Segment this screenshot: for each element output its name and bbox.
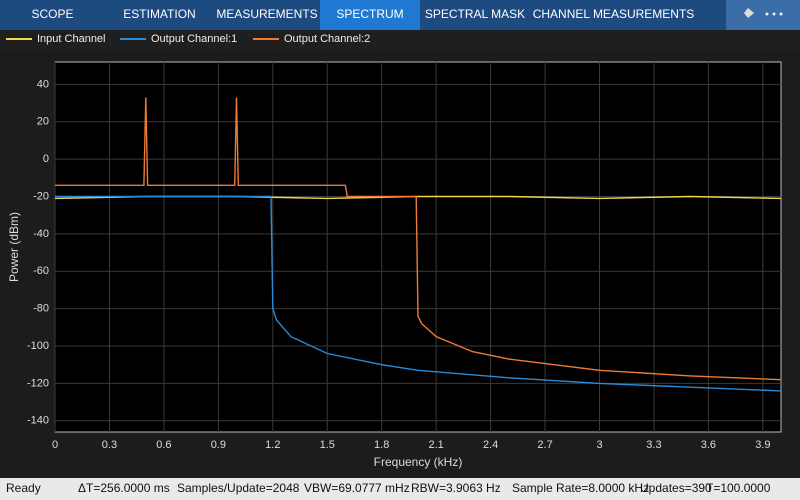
x-tick-label: 0.3 — [102, 439, 117, 451]
x-tick-label: 3 — [596, 439, 602, 451]
status-text: ΔT=256.0000 ms — [78, 481, 170, 495]
tab[interactable]: SPECTRAL MASK — [425, 7, 525, 21]
x-tick-label: 2.4 — [483, 439, 498, 451]
x-tick-label: 3.9 — [755, 439, 770, 451]
status-text: RBW=3.9063 Hz — [411, 481, 501, 495]
y-tick-label: -60 — [33, 265, 49, 277]
y-tick-label: 0 — [43, 153, 49, 165]
menu-dot[interactable] — [772, 12, 776, 16]
pin-icon[interactable] — [744, 8, 754, 18]
tab[interactable]: SPECTRUM — [336, 7, 403, 21]
tab[interactable]: MEASUREMENTS — [216, 7, 317, 21]
status-bar — [0, 478, 800, 500]
y-tick-label: -40 — [33, 228, 49, 240]
series-line — [55, 195, 782, 392]
y-tick-label: -80 — [33, 303, 49, 315]
series-line — [55, 97, 782, 381]
y-axis-label: Power (dBm) — [7, 212, 21, 282]
y-tick-label: -140 — [27, 415, 49, 427]
active-tab — [320, 0, 420, 30]
tab[interactable]: SCOPE — [31, 7, 73, 21]
menu-dot[interactable] — [765, 12, 769, 16]
legend-bar — [0, 30, 800, 50]
status-text: T=100.0000 — [706, 481, 771, 495]
y-tick-label: 40 — [37, 78, 49, 90]
status-text: Ready — [6, 481, 41, 495]
status-text: Updates=390 — [640, 481, 712, 495]
status-text: VBW=69.0777 mHz — [304, 481, 410, 495]
x-tick-label: 1.8 — [374, 439, 389, 451]
status-text: Sample Rate=8.0000 kHz — [512, 481, 649, 495]
y-tick-label: -20 — [33, 190, 49, 202]
x-tick-label: 0.9 — [211, 439, 226, 451]
x-tick-label: 2.1 — [429, 439, 444, 451]
x-tick-label: 1.2 — [265, 439, 280, 451]
legend-label[interactable]: Output Channel:2 — [284, 33, 370, 45]
x-tick-label: 2.7 — [537, 439, 552, 451]
tab[interactable]: ESTIMATION — [123, 7, 195, 21]
toolbar-icons — [726, 0, 800, 30]
legend-label[interactable]: Input Channel — [37, 33, 106, 45]
x-tick-label: 0.6 — [156, 439, 171, 451]
x-tick-label: 3.3 — [646, 439, 661, 451]
x-tick-label: 3.6 — [701, 439, 716, 451]
y-tick-label: -100 — [27, 340, 49, 352]
y-tick-label: 20 — [37, 116, 49, 128]
x-tick-label: 0 — [52, 439, 58, 451]
x-tick-label: 1.5 — [320, 439, 335, 451]
status-text: Samples/Update=2048 — [177, 481, 300, 495]
y-tick-label: -120 — [27, 377, 49, 389]
x-axis-label: Frequency (kHz) — [374, 455, 463, 469]
tab[interactable]: CHANNEL MEASUREMENTS — [533, 7, 695, 21]
legend-label[interactable]: Output Channel:1 — [151, 33, 237, 45]
menu-dot[interactable] — [779, 12, 783, 16]
